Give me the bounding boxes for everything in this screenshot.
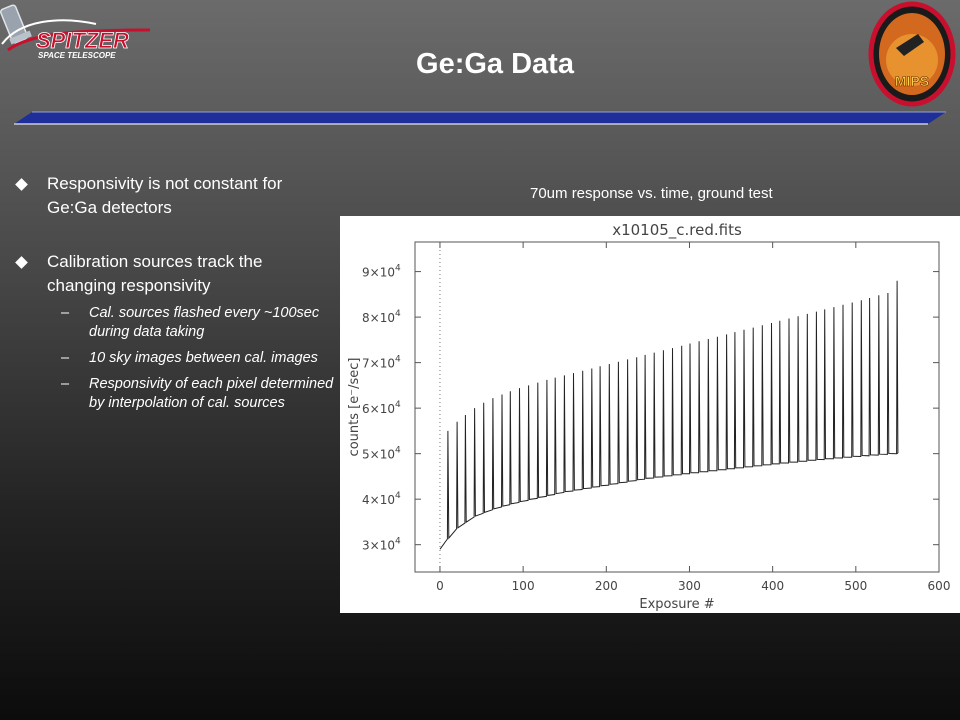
- y-tick-label: 3×104: [362, 537, 401, 553]
- logo-left-text: SPITZER: [36, 28, 129, 53]
- sub-bullet-text: Responsivity of each pixel determined by…: [89, 376, 334, 411]
- bullet-text: Responsivity is not constant for Ge:Ga d…: [47, 174, 283, 217]
- plot-title: x10105_c.red.fits: [612, 221, 742, 240]
- y-tick-label: 8×104: [362, 309, 401, 325]
- plot-frame: [414, 241, 940, 573]
- sub-bullet-item: – Responsivity of each pixel determined b…: [47, 375, 334, 413]
- bullet-list: Responsivity is not constant for Ge:Ga d…: [14, 172, 334, 420]
- x-tick-label: 100: [512, 579, 535, 593]
- x-tick-label: 600: [928, 579, 951, 593]
- spitzer-logo: SPITZER SPACE TELESCOPE: [0, 4, 151, 60]
- slide-title: Ge:Ga Data: [416, 48, 574, 80]
- diamond-bullet-icon: [15, 256, 28, 269]
- dash-bullet-icon: –: [61, 350, 70, 366]
- x-tick-label: 400: [761, 579, 784, 593]
- dash-bullet-icon: –: [61, 376, 70, 392]
- x-tick-label: 500: [844, 579, 867, 593]
- sub-bullet-text: Cal. sources flashed every ~100sec durin…: [89, 305, 320, 340]
- y-tick-label: 7×104: [362, 355, 401, 371]
- logo-left-subtext: SPACE TELESCOPE: [38, 51, 116, 60]
- y-tick-label: 5×104: [362, 446, 401, 462]
- bullet-item: Responsivity is not constant for Ge:Ga d…: [14, 172, 334, 220]
- sub-bullet-item: – Cal. sources flashed every ~100sec duri…: [47, 304, 334, 342]
- sub-bullet-item: – 10 sky images between cal. images: [47, 349, 334, 368]
- y-tick-label: 9×104: [362, 264, 401, 280]
- x-tick-label: 300: [678, 579, 701, 593]
- y-tick-label: 4×104: [362, 491, 401, 507]
- chart-caption: 70um response vs. time, ground test: [530, 185, 773, 202]
- x-tick-label: 0: [436, 579, 444, 593]
- y-axis-label: counts [e⁻/sec]: [347, 358, 362, 457]
- y-tick-label: 6×104: [362, 400, 401, 416]
- mips-patch-logo: MIPS: [868, 1, 956, 107]
- sub-bullet-list: – Cal. sources flashed every ~100sec duri…: [47, 304, 334, 413]
- telescope-icon: [0, 4, 32, 45]
- sub-bullet-text: 10 sky images between cal. images: [89, 350, 318, 366]
- diamond-bullet-icon: [15, 178, 28, 191]
- x-axis-label: Exposure #: [639, 597, 714, 612]
- title-divider: [14, 111, 946, 125]
- x-tick-label: 200: [595, 579, 618, 593]
- response-series-line: [439, 280, 899, 550]
- bullet-text: Calibration sources track the changing r…: [47, 252, 263, 295]
- response-plot: x10105_c.red.fits Exposure # counts [e⁻/…: [340, 216, 960, 613]
- logo-right-text: MIPS: [895, 73, 929, 89]
- plot-canvas: x10105_c.red.fits Exposure # counts [e⁻/…: [347, 221, 951, 612]
- bullet-item: Calibration sources track the changing r…: [14, 250, 334, 413]
- patch-telescope-icon: [896, 34, 924, 56]
- dash-bullet-icon: –: [61, 305, 70, 321]
